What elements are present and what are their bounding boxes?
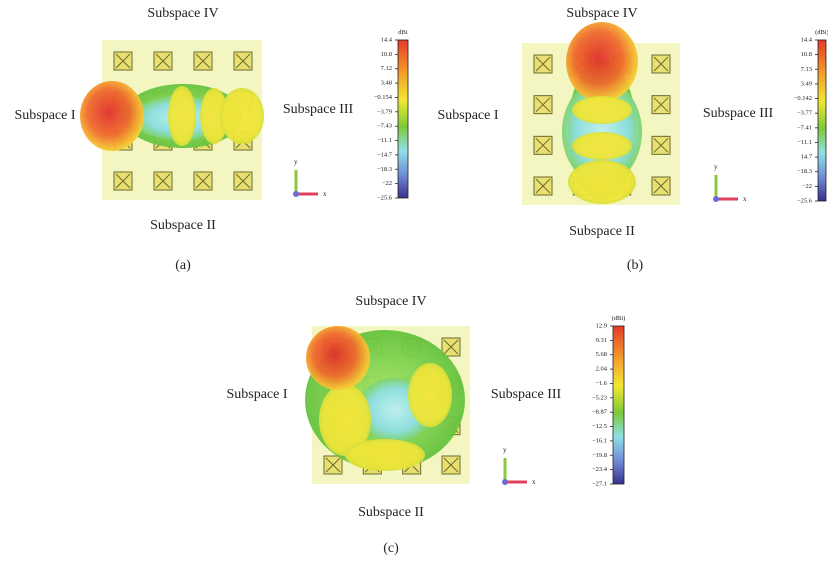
colorbar-tick-label: 14.4: [381, 36, 393, 43]
colorbar-tick-label: 2.04: [596, 366, 608, 373]
colorbar-tick-label: −22: [382, 180, 392, 187]
colorbar: [613, 326, 624, 484]
colorbar-tick-label: −11.1: [797, 139, 812, 146]
colorbar-tick-label: −25.6: [797, 197, 813, 204]
colorbar-tick-label: 7.13: [801, 66, 812, 73]
subspace-label: Subspace I: [14, 108, 75, 123]
radiation-lobe: [408, 363, 452, 427]
colorbar-tick-label: −23.4: [592, 466, 608, 473]
colorbar-unit: (dBi): [815, 29, 828, 36]
colorbar-tick-label: −7.43: [377, 123, 392, 130]
colorbar-tick-label: −8.87: [592, 409, 608, 416]
colorbar-tick-label: 10.8: [381, 51, 392, 58]
colorbar-tick-label: −12.5: [592, 423, 607, 430]
subspace-label: Subspace IV: [355, 294, 426, 309]
radiation-lobe: [220, 88, 264, 144]
axis-y-label: y: [294, 158, 298, 166]
radiation-lobe: [306, 326, 370, 390]
axis-y-label: y: [714, 163, 718, 171]
colorbar-tick-label: 7.12: [381, 65, 392, 72]
subspace-label: Subspace IV: [147, 6, 218, 21]
axis-origin: [502, 479, 508, 485]
radiation-lobe: [168, 86, 196, 146]
radiation-lobe: [572, 132, 632, 160]
colorbar-tick-label: 9.31: [596, 337, 607, 344]
radiation-lobe: [568, 160, 636, 204]
colorbar-tick-label: −16.1: [592, 437, 607, 444]
panel-caption: (a): [175, 258, 191, 273]
axis-x-label: x: [743, 195, 747, 203]
colorbar-tick-label: 14.7: [801, 154, 813, 161]
colorbar-tick-label: 5.68: [596, 351, 607, 358]
colorbar-tick-label: −19.8: [592, 452, 607, 459]
subspace-label: Subspace IV: [566, 6, 637, 21]
colorbar-tick-label: −11.1: [377, 137, 392, 144]
colorbar: [818, 40, 826, 201]
figure: Subspace IV Subspace I Subspace III Subspac…: [0, 0, 828, 562]
radiation-lobe: [572, 96, 632, 124]
colorbar-tick-label: −3.77: [797, 110, 813, 117]
panel-caption: (b): [627, 258, 644, 273]
subspace-label: Subspace II: [150, 218, 216, 233]
colorbar: [398, 40, 408, 198]
colorbar-tick-label: −22: [802, 183, 812, 190]
colorbar-tick-label: 12.9: [596, 322, 607, 329]
colorbar-tick-label: −27.1: [592, 480, 607, 487]
colorbar-unit: dBi: [398, 29, 408, 36]
radiation-lobe: [566, 22, 638, 102]
axis-x-label: x: [532, 478, 536, 486]
colorbar-tick-label: 14.4: [801, 36, 813, 43]
subspace-label: Subspace I: [437, 108, 498, 123]
colorbar-tick-label: −7.41: [797, 124, 812, 131]
colorbar-tick-label: −18.3: [377, 166, 392, 173]
colorbar-tick-label: −25.6: [377, 194, 393, 201]
colorbar-tick-label: 3.49: [801, 80, 812, 87]
colorbar-tick-label: −18.3: [797, 168, 812, 175]
colorbar-tick-label: −0.154: [374, 94, 393, 101]
colorbar-tick-label: 3.48: [381, 80, 392, 87]
axis-origin: [293, 191, 299, 197]
subspace-label: Subspace II: [358, 505, 424, 520]
subspace-label: Subspace II: [569, 224, 635, 239]
colorbar-tick-label: −1.6: [595, 380, 608, 387]
axis-origin: [713, 196, 719, 202]
colorbar-tick-label: −3.79: [377, 108, 392, 115]
colorbar-unit: (dBi): [612, 315, 626, 322]
subspace-label: Subspace III: [283, 102, 354, 117]
panel-caption: (c): [383, 541, 399, 556]
colorbar-tick-label: 10.8: [801, 51, 812, 58]
radiation-lobe: [345, 439, 425, 471]
axis-y-label: y: [503, 446, 507, 454]
colorbar-tick-label: −14.7: [377, 151, 393, 158]
radiation-lobe: [80, 81, 144, 151]
subspace-label: Subspace III: [703, 106, 774, 121]
subspace-label: Subspace I: [226, 387, 287, 402]
colorbar-tick-label: −0.142: [794, 95, 812, 102]
subspace-label: Subspace III: [491, 387, 562, 402]
colorbar-tick-label: −5.23: [592, 394, 607, 401]
axis-x-label: x: [323, 190, 327, 198]
